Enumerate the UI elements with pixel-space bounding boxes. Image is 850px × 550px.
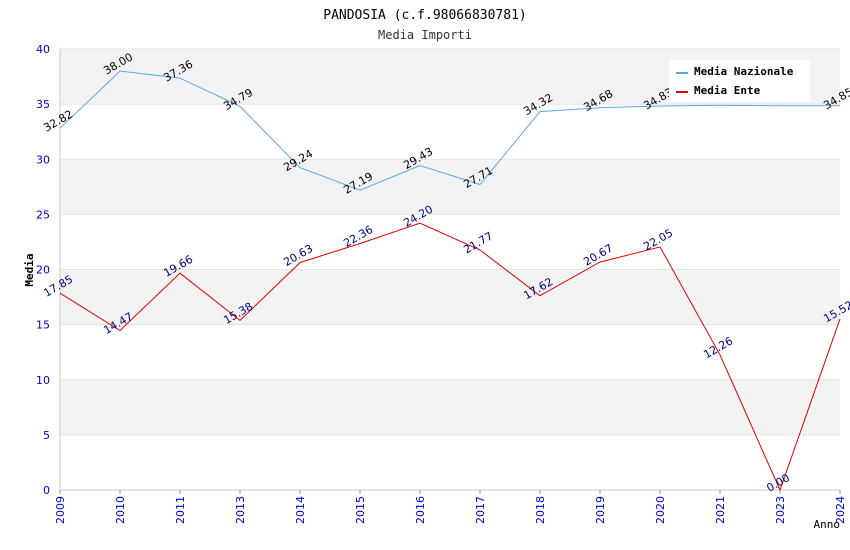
series-line-nazionale xyxy=(59,70,840,191)
x-tick-label: 2015 xyxy=(354,496,367,524)
x-tick-label: 2024 xyxy=(834,496,847,524)
legend-label-nazionale: Media Nazionale xyxy=(694,65,794,78)
y-tick-label: 30 xyxy=(36,153,50,166)
chart-title: PANDOSIA (c.f.98066830781) xyxy=(323,8,527,23)
x-tick-label: 2019 xyxy=(594,496,607,524)
x-tick-label: 2018 xyxy=(534,496,547,524)
x-tick-label: 2020 xyxy=(654,496,667,524)
y-tick-label: 25 xyxy=(36,208,50,221)
x-tick-label: 2013 xyxy=(234,496,247,524)
band-15-20 xyxy=(60,269,840,325)
x-axis-label: Anno xyxy=(814,518,841,531)
band-5-10 xyxy=(60,379,840,435)
legend: Media Nazionale Media Ente xyxy=(669,60,810,102)
band-0-5 xyxy=(60,434,840,490)
y-axis-label: Media xyxy=(23,253,36,286)
series-line-ente xyxy=(59,222,841,492)
plot-bands xyxy=(60,49,840,490)
y-tick-label: 35 xyxy=(36,98,50,111)
x-tick-label: 2021 xyxy=(714,496,727,524)
band-20-25 xyxy=(60,214,840,270)
y-tick-label: 5 xyxy=(43,429,50,442)
y-tick-label: 10 xyxy=(36,374,50,387)
x-tick-labels: 2009 2010 2011 2013 2014 2015 2016 2017 2018 2019… xyxy=(54,496,847,524)
x-tick-label: 2017 xyxy=(474,496,487,524)
x-tick-label: 2010 xyxy=(114,496,127,524)
axes xyxy=(59,49,841,494)
x-tick-label: 2014 xyxy=(294,496,307,524)
y-tick-label: 40 xyxy=(36,43,50,56)
y-tick-label: 20 xyxy=(36,264,50,277)
band-10-15 xyxy=(60,324,840,380)
x-tick-label: 2009 xyxy=(54,496,67,524)
legend-label-ente: Media Ente xyxy=(694,84,761,97)
x-tick-label: 2023 xyxy=(774,496,787,524)
y-tick-label: 15 xyxy=(36,319,50,332)
chart-subtitle: Media Importi xyxy=(378,28,472,42)
series-lines xyxy=(59,70,841,492)
x-tick-label: 2016 xyxy=(414,496,427,524)
band-25-30 xyxy=(60,159,840,215)
y-tick-labels: 0 5 10 15 20 25 30 35 40 xyxy=(36,43,50,497)
y-tick-label: 0 xyxy=(43,484,50,497)
band-30-35 xyxy=(60,104,840,160)
legend-box xyxy=(669,60,810,102)
x-tick-label: 2011 xyxy=(174,496,187,524)
